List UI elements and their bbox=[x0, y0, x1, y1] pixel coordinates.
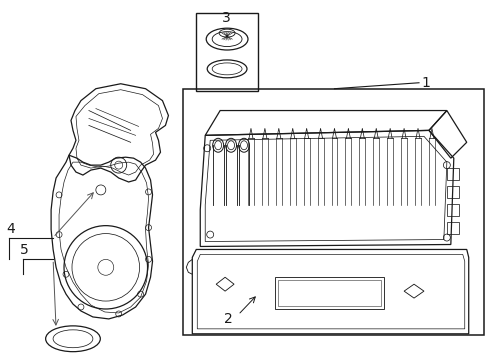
Text: 3: 3 bbox=[222, 11, 231, 25]
Bar bbox=[447, 186, 459, 198]
Bar bbox=[447, 222, 459, 234]
Text: 1: 1 bbox=[421, 76, 430, 90]
Bar bbox=[196, 13, 258, 91]
Bar bbox=[447, 168, 459, 180]
Text: 4: 4 bbox=[6, 221, 15, 235]
Text: 2: 2 bbox=[224, 312, 233, 326]
Text: 5: 5 bbox=[20, 243, 29, 257]
Bar bbox=[278, 280, 381, 306]
Bar bbox=[183, 89, 484, 335]
Bar bbox=[275, 277, 384, 309]
Bar bbox=[447, 204, 459, 216]
